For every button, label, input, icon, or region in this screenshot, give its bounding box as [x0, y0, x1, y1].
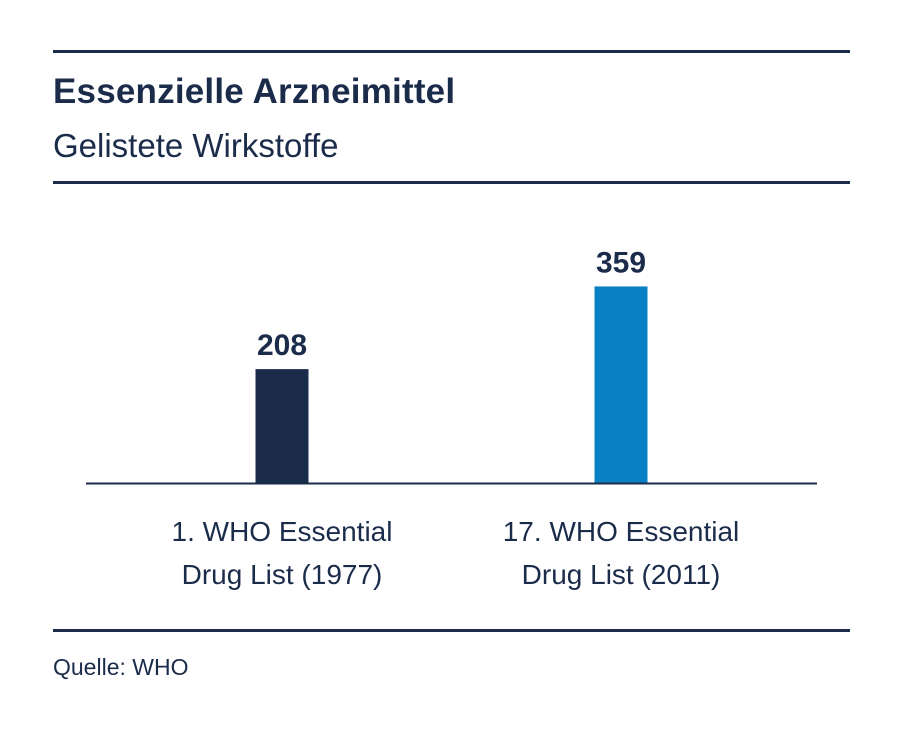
category-label-2-line-2: Drug List (2011) — [522, 559, 721, 590]
header-rule — [53, 181, 850, 184]
bottom-rule — [53, 629, 850, 632]
category-label-2-line-1: 17. WHO Essential — [503, 516, 740, 547]
source-note: Quelle: WHO — [53, 654, 189, 680]
bar-1 — [255, 369, 309, 483]
category-label-1-line-1: 1. WHO Essential — [172, 516, 393, 547]
chart-subtitle: Gelistete Wirkstoffe — [53, 127, 339, 164]
bars-group: 208 1. WHO Essential Drug List (1977) 359 17… — [172, 246, 740, 590]
bar-value-label-1: 208 — [257, 329, 307, 362]
top-rule — [53, 50, 850, 53]
category-label-1-line-2: Drug List (1977) — [182, 559, 383, 590]
bar-value-label-2: 359 — [596, 246, 646, 279]
chart-title: Essenzielle Arzneimittel — [53, 72, 456, 111]
bar-2 — [594, 286, 648, 483]
